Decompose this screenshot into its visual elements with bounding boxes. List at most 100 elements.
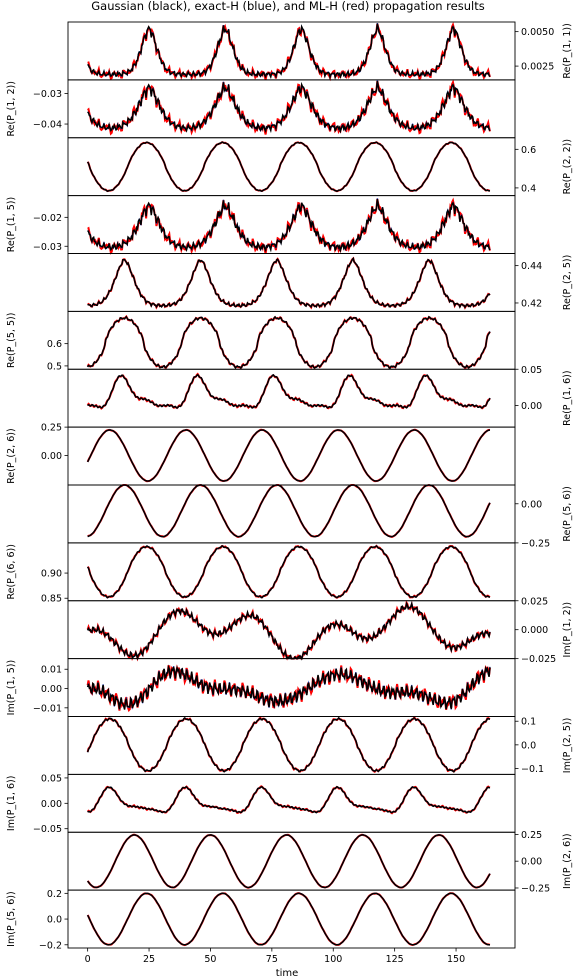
y-axis-label: Im(P_(5, 6)) [6,891,17,947]
y-tick-label: 0.25 [41,423,62,434]
panels-group: 0.0025 0.0050 Re(P_(1, 1)) −0.04 −0.03 Re(P_(… [6,21,573,951]
y-tick-label: 0.6 [521,145,536,156]
y-tick-label: 0.0 [47,915,62,926]
subplot-3: 0.4 0.6 Re(P_(2, 2)) [67,137,573,197]
y-tick-label: 0.0025 [521,62,554,73]
y-tick-label: −0.2 [39,940,62,951]
subplot-16: −0.2 0.0 0.2 Im(P_(5, 6)) [6,889,516,951]
y-axis-label: Im(P_(1, 6)) [6,776,17,832]
y-tick-label: −0.04 [33,120,62,131]
y-axis-label: Im(P_(1, 5)) [6,660,17,716]
y-tick-label: 0.5 [47,361,62,372]
subplot-10: 0.85 0.90 Re(P_(6, 6)) [6,542,516,605]
gaussian-line [87,315,491,370]
y-axis-label: Re(P_(2, 5)) [562,255,573,310]
y-axis-label: Im(P_(2, 6)) [562,833,573,889]
gaussian-line [87,834,491,889]
y-axis-label: Re(P_(6, 6)) [6,544,17,599]
ml-h-line [87,21,491,82]
y-tick-label: 0.01 [41,665,62,676]
y-tick-label: 0.1 [521,717,536,728]
gaussian-line [87,256,491,309]
x-tick-label: 50 [204,954,216,965]
y-tick-label: 0.90 [41,569,62,580]
y-tick-label: 0.00 [521,857,542,868]
ml-h-line [86,600,491,662]
subplot-6: 0.5 0.6 Re(P_(5, 5)) [6,310,516,372]
gaussian-line [87,373,491,409]
ml-h-line [86,428,491,483]
subplot-9: −0.25 0.00 Re(P_(5, 6)) [67,483,573,549]
y-tick-label: 0.00 [41,451,62,462]
y-tick-label: −0.02 [33,213,62,224]
subplot-frame [67,773,516,833]
y-tick-label: −0.025 [521,654,556,665]
y-tick-label: 0.000 [521,625,548,636]
y-axis-label: Re(P_(5, 6)) [562,486,573,541]
y-tick-label: 0.00 [41,799,62,810]
subplot-frame [67,600,516,660]
subplot-12: −0.01 0.00 0.01 Im(P_(1, 5)) [6,658,516,717]
x-tick-label: 25 [143,954,155,965]
y-tick-label: 0.05 [521,365,542,376]
gaussian-line [86,716,491,773]
y-tick-label: −0.1 [521,764,544,775]
y-axis-label: Re(P_(1, 1)) [562,23,573,78]
gaussian-line [87,785,491,814]
y-tick-label: −0.25 [521,883,550,894]
x-tick-label: 75 [266,954,278,965]
x-tick-label: 0 [85,954,91,965]
exact-h-line [87,429,491,482]
exact-h-line [87,717,491,773]
x-axis-label: time [276,968,299,979]
gaussian-line [87,23,491,80]
subplot-frame [67,21,516,81]
y-tick-label: −0.25 [521,538,550,549]
x-axis: 0 25 50 75 100 125 150 [85,948,465,965]
y-tick-label: 0.0 [521,740,536,751]
subplot-8: 0.00 0.25 Re(P_(2, 6)) [6,423,516,486]
x-tick-label: 100 [324,954,342,965]
gaussian-line [86,892,490,946]
y-tick-label: 0.6 [47,339,62,350]
ml-h-line [87,483,491,539]
y-tick-label: −0.03 [33,242,62,253]
subplot-4: −0.03 −0.02 Re(P_(1, 5)) [6,195,516,255]
y-tick-label: 0.2 [47,889,62,900]
exact-h-line [87,315,491,369]
y-tick-label: 0.00 [41,684,62,695]
y-tick-label: 0.00 [521,499,542,510]
gaussian-line [87,545,490,599]
y-axis-label: Im(P_(2, 5)) [562,718,573,774]
y-tick-label: −0.03 [33,89,62,100]
gaussian-line [86,429,491,482]
ml-h-line [86,314,491,370]
y-tick-label: 0.85 [41,594,62,605]
subplot-13: −0.1 0.0 0.1 Im(P_(2, 5)) [67,715,573,775]
y-tick-label: 0.44 [521,261,542,272]
subplot-1: 0.0025 0.0050 Re(P_(1, 1)) [67,21,573,82]
gaussian-line [87,80,491,134]
gaussian-line [86,141,490,192]
x-tick-label: 125 [386,954,404,965]
y-tick-label: 0.0050 [521,27,554,38]
y-tick-label: 0.4 [521,183,536,194]
x-tick-label: 150 [447,954,465,965]
y-tick-label: −0.01 [33,703,62,714]
subplot-2: −0.04 −0.03 Re(P_(1, 2)) [6,79,516,139]
y-axis-label: Re(P_(2, 6)) [6,428,17,483]
y-axis-label: Re(P_(5, 5)) [6,313,17,368]
subplot-14: −0.05 0.00 0.05 Im(P_(1, 6)) [6,773,516,835]
gaussian-line [86,664,491,710]
y-tick-label: −0.05 [33,824,62,835]
y-tick-label: 0.025 [521,596,548,607]
y-tick-label: 0.42 [521,298,542,309]
gaussian-line [87,198,491,254]
subplot-frame [67,658,516,717]
exact-h-line [87,484,491,538]
y-axis-label: Re(P_(1, 5)) [6,197,17,252]
y-axis-label: Re(P_(2, 2)) [562,139,573,194]
y-tick-label: 0.05 [41,773,62,784]
subplot-15: −0.25 0.00 0.25 Im(P_(2, 6)) [67,830,573,894]
